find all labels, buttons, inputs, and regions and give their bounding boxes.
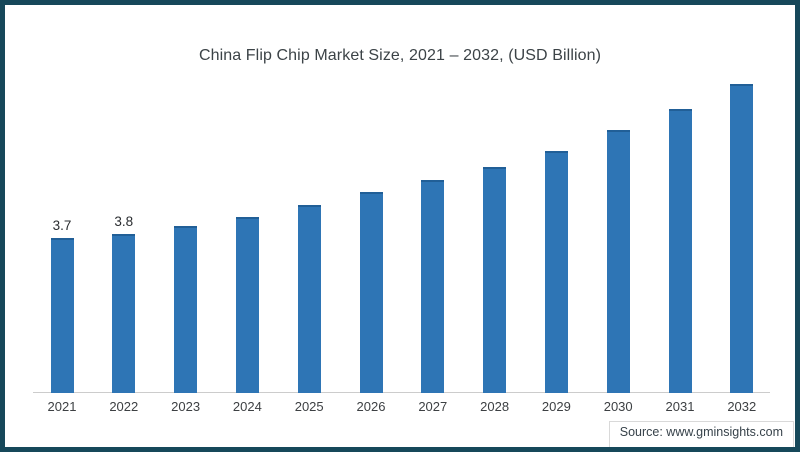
bar-2025 xyxy=(297,205,321,393)
x-tick-label-2026: 2026 xyxy=(356,399,386,414)
bar-value-label-2022: 3.8 xyxy=(114,214,134,229)
x-tick-label-2032: 2032 xyxy=(727,399,757,414)
x-tick-label-2031: 2031 xyxy=(665,399,695,414)
bar-2032 xyxy=(730,84,754,393)
bar-2030 xyxy=(606,130,630,393)
x-tick-label-2029: 2029 xyxy=(541,399,571,414)
x-tick-label-2024: 2024 xyxy=(232,399,262,414)
x-axis-line xyxy=(33,392,770,393)
x-tick-label-2028: 2028 xyxy=(480,399,510,414)
bar-value-label-2021: 3.7 xyxy=(52,218,72,233)
bar-2027 xyxy=(421,180,445,393)
x-tick-label-2027: 2027 xyxy=(418,399,448,414)
bar-2029 xyxy=(544,151,568,393)
bar-2026 xyxy=(359,192,383,393)
x-tick-label-2025: 2025 xyxy=(294,399,324,414)
source-attribution: Source: www.gminsights.com xyxy=(608,421,794,448)
bar-2023 xyxy=(174,226,198,393)
bar-2031 xyxy=(668,109,692,393)
chart-title: China Flip Chip Market Size, 2021 – 2032… xyxy=(198,47,602,64)
bar-2021 xyxy=(50,238,74,393)
source-text: Source: www.gminsights.com xyxy=(619,425,783,439)
bar-2022 xyxy=(112,234,136,393)
x-tick-label-2023: 2023 xyxy=(171,399,201,414)
x-tick-label-2030: 2030 xyxy=(603,399,633,414)
bar-2028 xyxy=(483,167,507,393)
x-tick-label-2022: 2022 xyxy=(109,399,139,414)
bar-2024 xyxy=(235,217,259,393)
x-tick-label-2021: 2021 xyxy=(47,399,77,414)
